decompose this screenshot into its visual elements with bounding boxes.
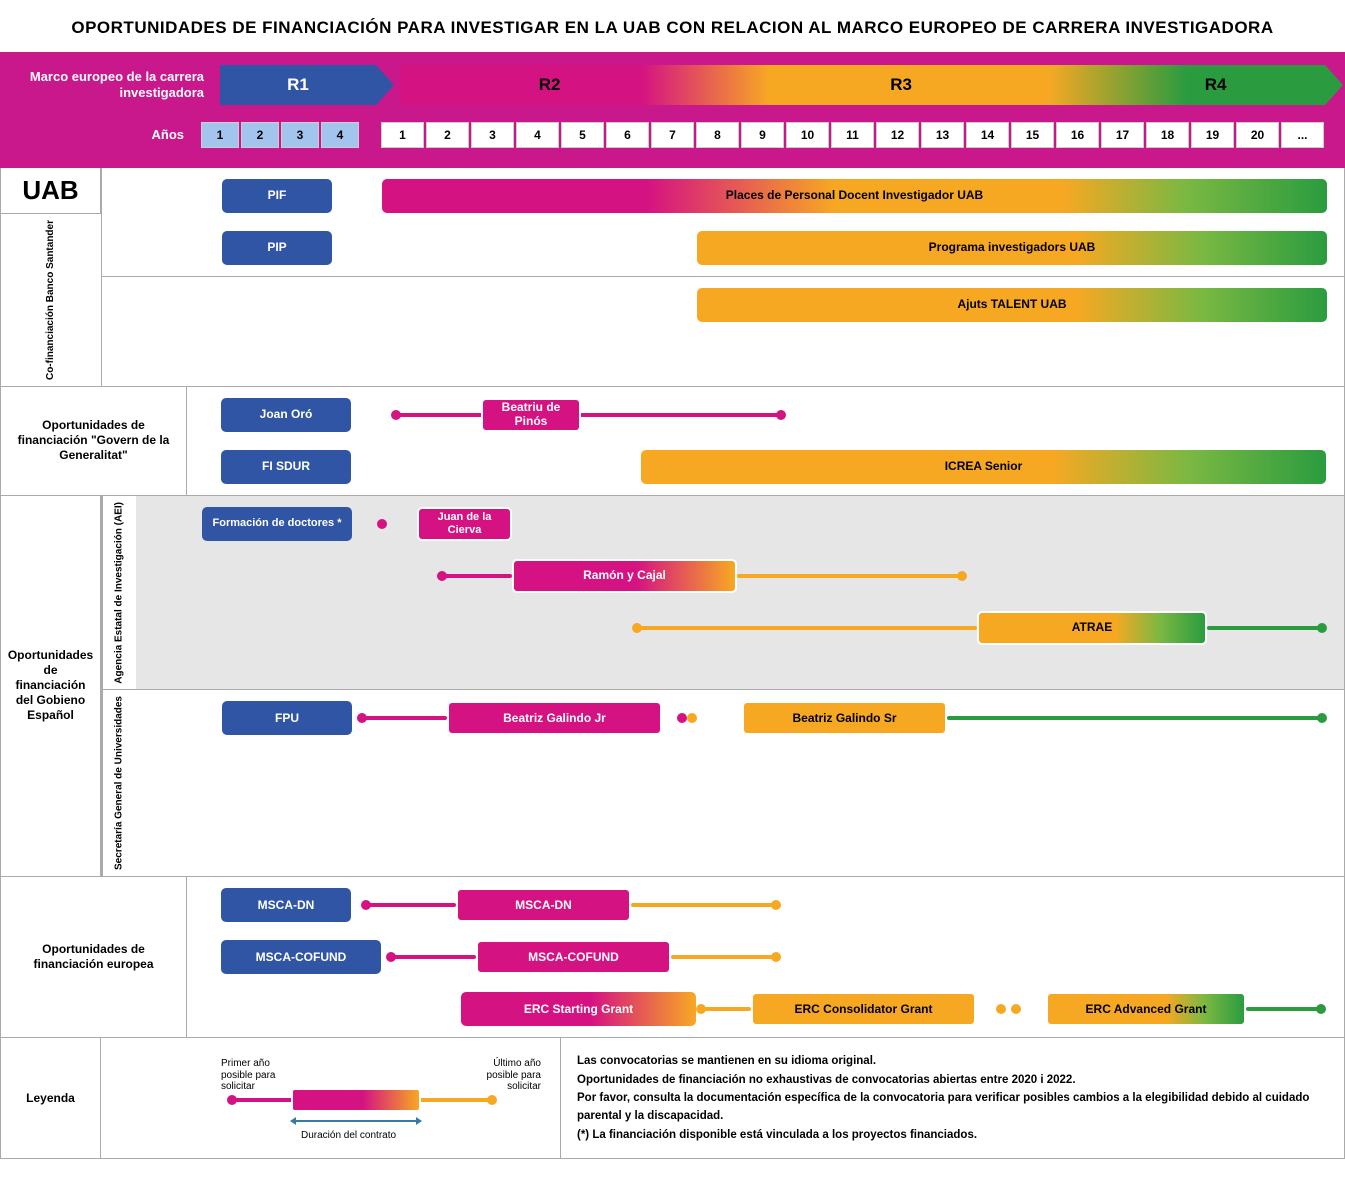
bar-places: Places de Personal Docent Investigador U… — [382, 179, 1327, 213]
dot-bgjr-r — [677, 713, 687, 723]
dot-cofund-l — [386, 952, 396, 962]
bar-fpu: FPU — [222, 701, 352, 735]
dot-bgjr-l — [357, 713, 367, 723]
stages-label: Marco europeo de la carrera investigador… — [0, 69, 220, 100]
legend-notes: Las convocatorias se mantienen en su idi… — [561, 1038, 1344, 1158]
track-fpu: FPU Beatriz Galindo Jr Beatriz Galindo S… — [222, 694, 1344, 742]
track-formacion: Formación de doctores * Juan de la Cierv… — [222, 500, 1344, 548]
bar-juan: Juan de la Cierva — [417, 507, 512, 541]
line-beatriu — [396, 413, 781, 417]
bar-atrae: ATRAE — [977, 611, 1207, 645]
line-mscadn-l — [366, 903, 456, 907]
bar-pif: PIF — [222, 179, 332, 213]
track-fisdur: FI SDUR ICREA Senior — [221, 443, 1344, 491]
line-ramon-l — [442, 574, 512, 578]
bar-bgsr: Beatriz Galindo Sr — [742, 701, 947, 735]
santander-label: Co-financiación Banco Santander — [1, 214, 101, 386]
bar-icrea: ICREA Senior — [641, 450, 1326, 484]
track-cofund: MSCA-COFUND MSCA-COFUND — [221, 933, 1344, 981]
section-eu: Oportunidades de financiación europea MS… — [1, 877, 1344, 1038]
dot-mscadn-r — [771, 900, 781, 910]
line-atrae-r — [1207, 626, 1322, 630]
bar-fisdur: FI SDUR — [221, 450, 351, 484]
page-title: OPORTUNIDADES DE FINANCIACIÓN PARA INVES… — [0, 0, 1345, 52]
year-row: 12341234567891011121314151617181920... — [200, 122, 1345, 148]
stage-r3: R3 — [890, 75, 912, 95]
sgu-label: Secretaría General de Universidades — [102, 690, 136, 876]
bar-talent: Ajuts TALENT UAB — [697, 288, 1327, 322]
bar-programa: Programa investigadors UAB — [697, 231, 1327, 265]
dot-erc-adv-r — [1316, 1004, 1326, 1014]
legend-diagram: Primer año posible para solicitar Último… — [101, 1038, 561, 1158]
dot-mscadn-l — [361, 900, 371, 910]
line-atrae-l — [637, 626, 977, 630]
dot-ramon-l — [437, 571, 447, 581]
gobierno-label: Oportunidades de financiación del Gobien… — [1, 496, 101, 877]
line-bgjr — [362, 716, 447, 720]
track-pip: PIP Programa investigadors UAB — [222, 224, 1344, 272]
dot-erc-cons-r — [996, 1004, 1006, 1014]
bar-pip: PIP — [222, 231, 332, 265]
dot-erc-adv-l — [1011, 1004, 1021, 1014]
dot-beatriu-l — [391, 410, 401, 420]
legend-label: Leyenda — [1, 1038, 101, 1158]
bar-erc-cons: ERC Consolidator Grant — [751, 992, 976, 1026]
bar-erc-adv: ERC Advanced Grant — [1046, 992, 1246, 1026]
dot-atrae-r — [1317, 623, 1327, 633]
uab-label: UAB — [1, 168, 101, 214]
track-pif: PIF Places de Personal Docent Investigad… — [222, 172, 1344, 220]
track-joan: Joan Oró Beatriu de Pinós — [221, 391, 1344, 439]
dot-juan-l — [377, 519, 387, 529]
legend-first: Primer año posible para solicitar — [221, 1058, 301, 1093]
bar-mscadn-label: MSCA-DN — [221, 888, 351, 922]
bar-cofund: MSCA-COFUND — [476, 940, 671, 974]
chart-grid: UAB Co-financiación Banco Santander PIF … — [0, 168, 1345, 1159]
dot-erc-cons-l — [696, 1004, 706, 1014]
bar-erc-start: ERC Starting Grant — [461, 992, 696, 1026]
stage-r1: R1 — [220, 65, 376, 105]
bar-beatriu: Beatriu de Pinós — [481, 398, 581, 432]
track-atrae: ATRAE — [222, 604, 1344, 652]
line-cofund-r — [671, 955, 776, 959]
legend-dur: Duración del contrato — [301, 1130, 396, 1142]
track-mscadn: MSCA-DN MSCA-DN — [221, 881, 1344, 929]
line-bgsr — [947, 716, 1322, 720]
stage-r2: R2 — [539, 75, 561, 95]
section-uab: UAB Co-financiación Banco Santander PIF … — [1, 168, 1344, 387]
section-generalitat: Oportunidades de financiación "Govern de… — [1, 387, 1344, 496]
legend-last: Último año posible para solicitar — [461, 1058, 541, 1093]
dot-atrae-l — [632, 623, 642, 633]
aei-label: Agencia Estatal de Investigación (AEI) — [102, 496, 136, 690]
years-label: Años — [0, 127, 200, 143]
bar-bgjr: Beatriz Galindo Jr — [447, 701, 662, 735]
bar-joan: Joan Oró — [221, 398, 351, 432]
track-ramon: Ramón y Cajal — [222, 552, 1344, 600]
line-cofund-l — [391, 955, 476, 959]
bar-mscadn: MSCA-DN — [456, 888, 631, 922]
stage-r4: R4 — [1205, 75, 1227, 95]
dot-beatriu-r — [776, 410, 786, 420]
bar-formacion: Formación de doctores * — [202, 507, 352, 541]
header-band: Marco europeo de la carrera investigador… — [0, 52, 1345, 168]
line-ramon-r — [737, 574, 962, 578]
eu-label: Oportunidades de financiación europea — [1, 877, 187, 1037]
generalitat-label: Oportunidades de financiación "Govern de… — [1, 387, 187, 495]
dot-cofund-r — [771, 952, 781, 962]
line-erc-cons — [701, 1007, 751, 1011]
bar-cofund-label: MSCA-COFUND — [221, 940, 381, 974]
stage-r2-r4: R2 R3 R4 — [400, 65, 1325, 105]
dot-bgsr-r — [1317, 713, 1327, 723]
dot-ramon-r — [957, 571, 967, 581]
legend: Leyenda Primer año posible para solicita… — [1, 1038, 1344, 1158]
track-erc: ERC Starting Grant ERC Consolidator Gran… — [221, 985, 1344, 1033]
bar-ramon: Ramón y Cajal — [512, 559, 737, 593]
dot-bgsr-l — [687, 713, 697, 723]
section-gobierno: Oportunidades de financiación del Gobien… — [1, 496, 1344, 878]
line-erc-adv — [1246, 1007, 1321, 1011]
line-mscadn-r — [631, 903, 776, 907]
track-talent: Ajuts TALENT UAB — [222, 281, 1344, 329]
